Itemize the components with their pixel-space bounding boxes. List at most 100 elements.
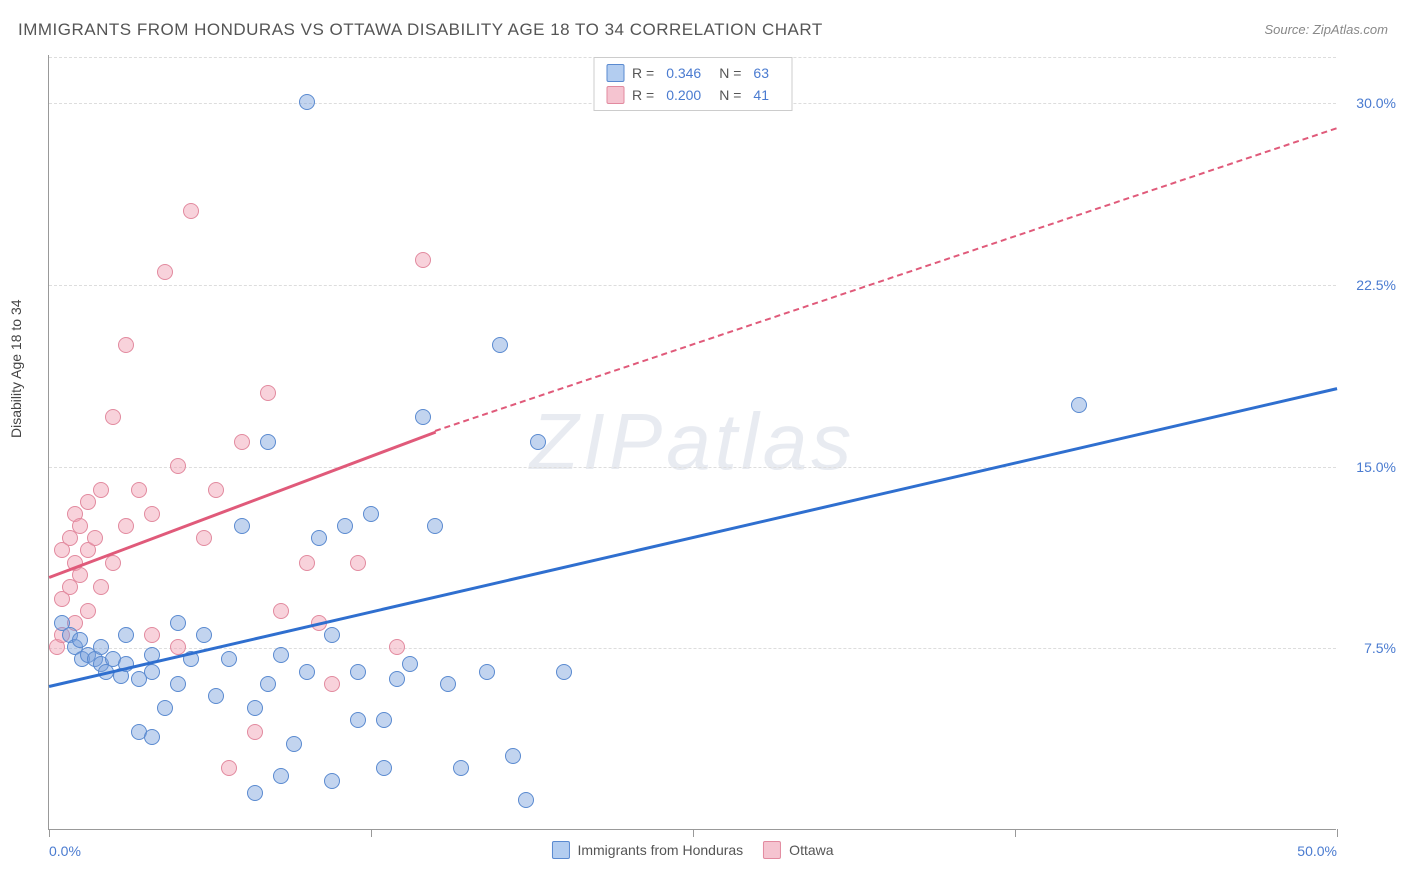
gridline-h <box>49 648 1336 649</box>
scatter-point-honduras <box>157 700 173 716</box>
legend-n-label: N = <box>719 65 741 81</box>
scatter-point-honduras <box>479 664 495 680</box>
scatter-point-honduras <box>324 627 340 643</box>
scatter-point-honduras <box>505 748 521 764</box>
legend-series-label: Immigrants from Honduras <box>577 842 743 858</box>
scatter-point-honduras <box>389 671 405 687</box>
legend-n-value: 41 <box>753 87 769 103</box>
y-axis-label: Disability Age 18 to 34 <box>8 299 24 438</box>
source-name: ZipAtlas.com <box>1313 22 1388 37</box>
scatter-point-ottawa <box>299 555 315 571</box>
scatter-point-ottawa <box>144 506 160 522</box>
source-prefix: Source: <box>1264 22 1312 37</box>
scatter-point-ottawa <box>144 627 160 643</box>
scatter-point-honduras <box>376 712 392 728</box>
scatter-point-honduras <box>350 712 366 728</box>
scatter-point-honduras <box>311 530 327 546</box>
scatter-point-ottawa <box>131 482 147 498</box>
legend-swatch <box>763 841 781 859</box>
scatter-point-ottawa <box>72 567 88 583</box>
scatter-point-honduras <box>363 506 379 522</box>
y-tick-label: 15.0% <box>1356 459 1396 475</box>
legend-r-value: 0.200 <box>666 87 701 103</box>
scatter-point-honduras <box>260 434 276 450</box>
scatter-point-honduras <box>299 94 315 110</box>
scatter-point-honduras <box>247 785 263 801</box>
scatter-point-ottawa <box>234 434 250 450</box>
y-tick-label: 7.5% <box>1364 640 1396 656</box>
scatter-point-honduras <box>1071 397 1087 413</box>
gridline-h <box>49 467 1336 468</box>
scatter-point-honduras <box>273 768 289 784</box>
legend-series: Immigrants from Honduras Ottawa <box>551 841 833 859</box>
legend-swatch <box>606 64 624 82</box>
scatter-point-honduras <box>453 760 469 776</box>
legend-series-item: Immigrants from Honduras <box>551 841 743 859</box>
legend-row-honduras: R = 0.346 N = 63 <box>606 64 779 82</box>
scatter-point-ottawa <box>350 555 366 571</box>
x-tick <box>49 829 50 837</box>
x-tick <box>371 829 372 837</box>
scatter-point-ottawa <box>105 555 121 571</box>
legend-swatch <box>606 86 624 104</box>
scatter-point-ottawa <box>170 458 186 474</box>
legend-series-label: Ottawa <box>789 842 833 858</box>
legend-series-item: Ottawa <box>763 841 833 859</box>
legend-swatch <box>551 841 569 859</box>
scatter-point-ottawa <box>105 409 121 425</box>
scatter-point-ottawa <box>87 530 103 546</box>
scatter-point-honduras <box>196 627 212 643</box>
scatter-point-ottawa <box>93 482 109 498</box>
scatter-point-honduras <box>402 656 418 672</box>
scatter-point-honduras <box>337 518 353 534</box>
scatter-point-ottawa <box>80 603 96 619</box>
legend-r-label: R = <box>632 87 654 103</box>
gridline-h <box>49 285 1336 286</box>
legend-n-value: 63 <box>753 65 769 81</box>
scatter-point-ottawa <box>324 676 340 692</box>
scatter-point-ottawa <box>389 639 405 655</box>
scatter-point-ottawa <box>196 530 212 546</box>
chart-title: IMMIGRANTS FROM HONDURAS VS OTTAWA DISAB… <box>18 20 823 40</box>
scatter-point-honduras <box>556 664 572 680</box>
legend-stats: R = 0.346 N = 63 R = 0.200 N = 41 <box>593 57 792 111</box>
plot-area: ZIPatlas 7.5%15.0%22.5%30.0%0.0%50.0%R =… <box>48 55 1336 830</box>
scatter-point-honduras <box>415 409 431 425</box>
legend-row-ottawa: R = 0.200 N = 41 <box>606 86 779 104</box>
scatter-point-ottawa <box>72 518 88 534</box>
x-tick-label: 0.0% <box>49 843 81 859</box>
y-tick-label: 30.0% <box>1356 95 1396 111</box>
x-tick <box>1337 829 1338 837</box>
trend-line <box>49 430 436 578</box>
scatter-point-ottawa <box>260 385 276 401</box>
scatter-point-honduras <box>208 688 224 704</box>
legend-r-value: 0.346 <box>666 65 701 81</box>
source-attribution: Source: ZipAtlas.com <box>1264 22 1388 37</box>
scatter-point-honduras <box>376 760 392 776</box>
scatter-point-ottawa <box>93 579 109 595</box>
scatter-point-honduras <box>324 773 340 789</box>
scatter-point-honduras <box>427 518 443 534</box>
legend-r-label: R = <box>632 65 654 81</box>
scatter-point-honduras <box>144 664 160 680</box>
scatter-point-honduras <box>247 700 263 716</box>
legend-n-label: N = <box>719 87 741 103</box>
trend-line-dashed <box>435 128 1337 433</box>
scatter-point-honduras <box>273 647 289 663</box>
scatter-point-ottawa <box>273 603 289 619</box>
scatter-point-honduras <box>260 676 276 692</box>
scatter-point-honduras <box>530 434 546 450</box>
scatter-point-honduras <box>170 615 186 631</box>
scatter-point-ottawa <box>247 724 263 740</box>
scatter-point-ottawa <box>415 252 431 268</box>
scatter-point-honduras <box>286 736 302 752</box>
x-tick <box>693 829 694 837</box>
scatter-point-honduras <box>93 639 109 655</box>
scatter-point-honduras <box>221 651 237 667</box>
x-tick-label: 50.0% <box>1297 843 1337 859</box>
scatter-point-honduras <box>299 664 315 680</box>
scatter-point-ottawa <box>157 264 173 280</box>
watermark-text: ZIPatlas <box>530 396 855 488</box>
scatter-point-honduras <box>72 632 88 648</box>
trend-line <box>49 387 1338 687</box>
